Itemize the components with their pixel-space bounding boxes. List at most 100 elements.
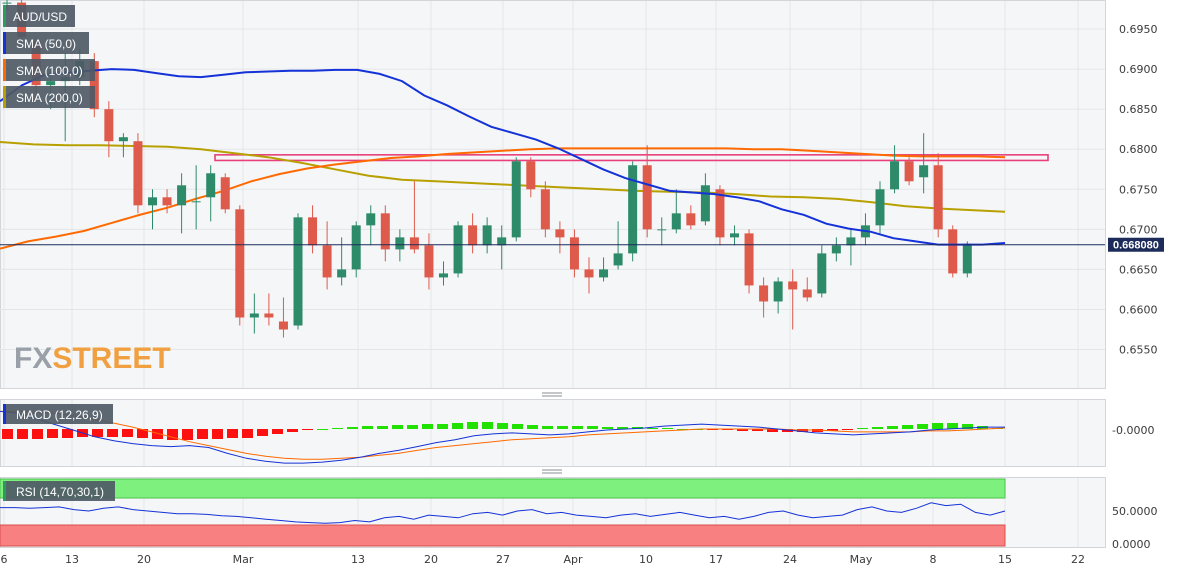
candle-body [395,237,405,250]
pair-title: AUD/USD [13,10,67,24]
candle-body [744,233,754,286]
macd-axis-label: -0.0000 [1112,424,1154,437]
macd-histogram-bar [542,426,553,429]
candle-body [497,237,507,246]
candle-bearish [526,157,536,198]
candle-bullish [628,161,638,262]
macd-title[interactable]: MACD (12,26,9) [16,408,103,422]
candle-body [453,225,463,274]
macd-histogram-bar [47,429,58,438]
candle-bearish [686,205,696,230]
candle-body [2,2,12,4]
candle-bullish [366,205,376,246]
resistance-zone [214,154,1049,162]
candle-body [220,177,230,210]
candle-bearish [744,229,754,294]
candle-body [424,245,434,278]
macd-histogram-bar [407,425,418,429]
macd-line [0,410,1005,464]
rsi-axis-label-50: 50.0000 [1112,505,1158,518]
candle-bearish [569,229,579,278]
sma200-path [0,141,1006,213]
legend-sma-100[interactable]: SMA (100,0) [16,64,83,78]
candle-bearish [802,277,812,302]
macd-histogram-bar [917,424,928,429]
candle-body [278,321,288,330]
macd-histogram-bar [377,426,388,429]
candle-body [293,217,303,326]
candle-body [337,269,347,278]
candle-body [249,313,259,318]
macd-histogram-bar [752,429,763,431]
macd-histogram-bar [497,423,508,429]
macd-histogram-bar [737,429,748,431]
y-tick-label: 0.6850 [1119,103,1158,116]
candle-body [569,237,579,270]
macd-histogram-bar [17,429,28,439]
macd-histogram-bar [392,425,403,429]
candle-bullish [846,229,856,266]
candle-bearish [584,257,594,294]
y-tick-label: 0.6700 [1119,223,1158,236]
candle-body [933,165,943,230]
macd-histogram-bar [167,429,178,440]
macd-histogram-bar [857,428,868,429]
candle-bullish [613,221,623,270]
macd-histogram-bar [602,427,613,429]
x-tick-label: 22 [1071,553,1085,566]
legend-sma-50[interactable]: SMA (50,0) [16,37,76,51]
macd-histogram-bar [317,429,328,430]
macd-histogram-bar [902,425,913,429]
y-tick-label: 0.6900 [1119,63,1158,76]
candle-body [235,209,245,318]
candle-body [773,281,783,302]
candle-bearish [555,221,565,254]
candle-bearish [264,293,274,326]
candle-body [148,197,157,206]
x-tick-label: 24 [783,553,797,566]
watermark-logo: FXSTREET [14,342,171,375]
x-tick-label: 20 [424,553,438,566]
candle-body [133,141,143,206]
candle-bullish [118,133,128,158]
candle-bullish [293,213,303,330]
x-axis: 6 13 20 Mar 13 20 27 Apr 10 17 24 May 8 15 22 [1,553,1086,566]
candle-body [657,229,667,231]
candle-bullish [962,241,972,278]
candle-bearish [409,181,419,254]
candle-body [555,229,565,238]
macd-histogram-bar [302,429,313,430]
candle-body [759,285,769,302]
candle-body [191,201,201,203]
legend-sma-200[interactable]: SMA (200,0) [16,91,83,105]
x-tick-label: 15 [998,553,1012,566]
macd-histogram-bar [212,429,223,439]
macd-histogram-bar [227,429,238,438]
candle-body [730,233,739,238]
macd-histogram-bar [827,429,838,431]
macd-histogram-bar [182,429,193,440]
candle-bullish [875,181,885,234]
candle-bearish [468,213,478,254]
macd-histogram-bar [962,424,973,429]
last-price-label: 0.668080 [1113,240,1159,252]
candle-bullish [206,165,216,222]
rsi-title[interactable]: RSI (14,70,30,1) [16,485,104,499]
macd-histogram-bar [92,429,103,437]
candle-bearish [278,297,288,338]
x-tick-label: 20 [137,553,151,566]
candle-bullish [337,237,347,286]
x-tick-label: Mar [233,553,254,566]
candle-body [875,189,885,226]
panel-resize-handle-2[interactable] [542,469,562,474]
macd-histogram-bar [587,426,598,429]
macd-histogram-bar [467,422,478,429]
candle-body [671,213,681,230]
candle-body [948,229,958,274]
panel-resize-handle-1[interactable] [542,392,562,397]
macd-histogram-bar [617,427,628,429]
candle-bullish [890,145,900,194]
macd-histogram-bar [842,429,853,430]
candle-body [380,213,390,250]
